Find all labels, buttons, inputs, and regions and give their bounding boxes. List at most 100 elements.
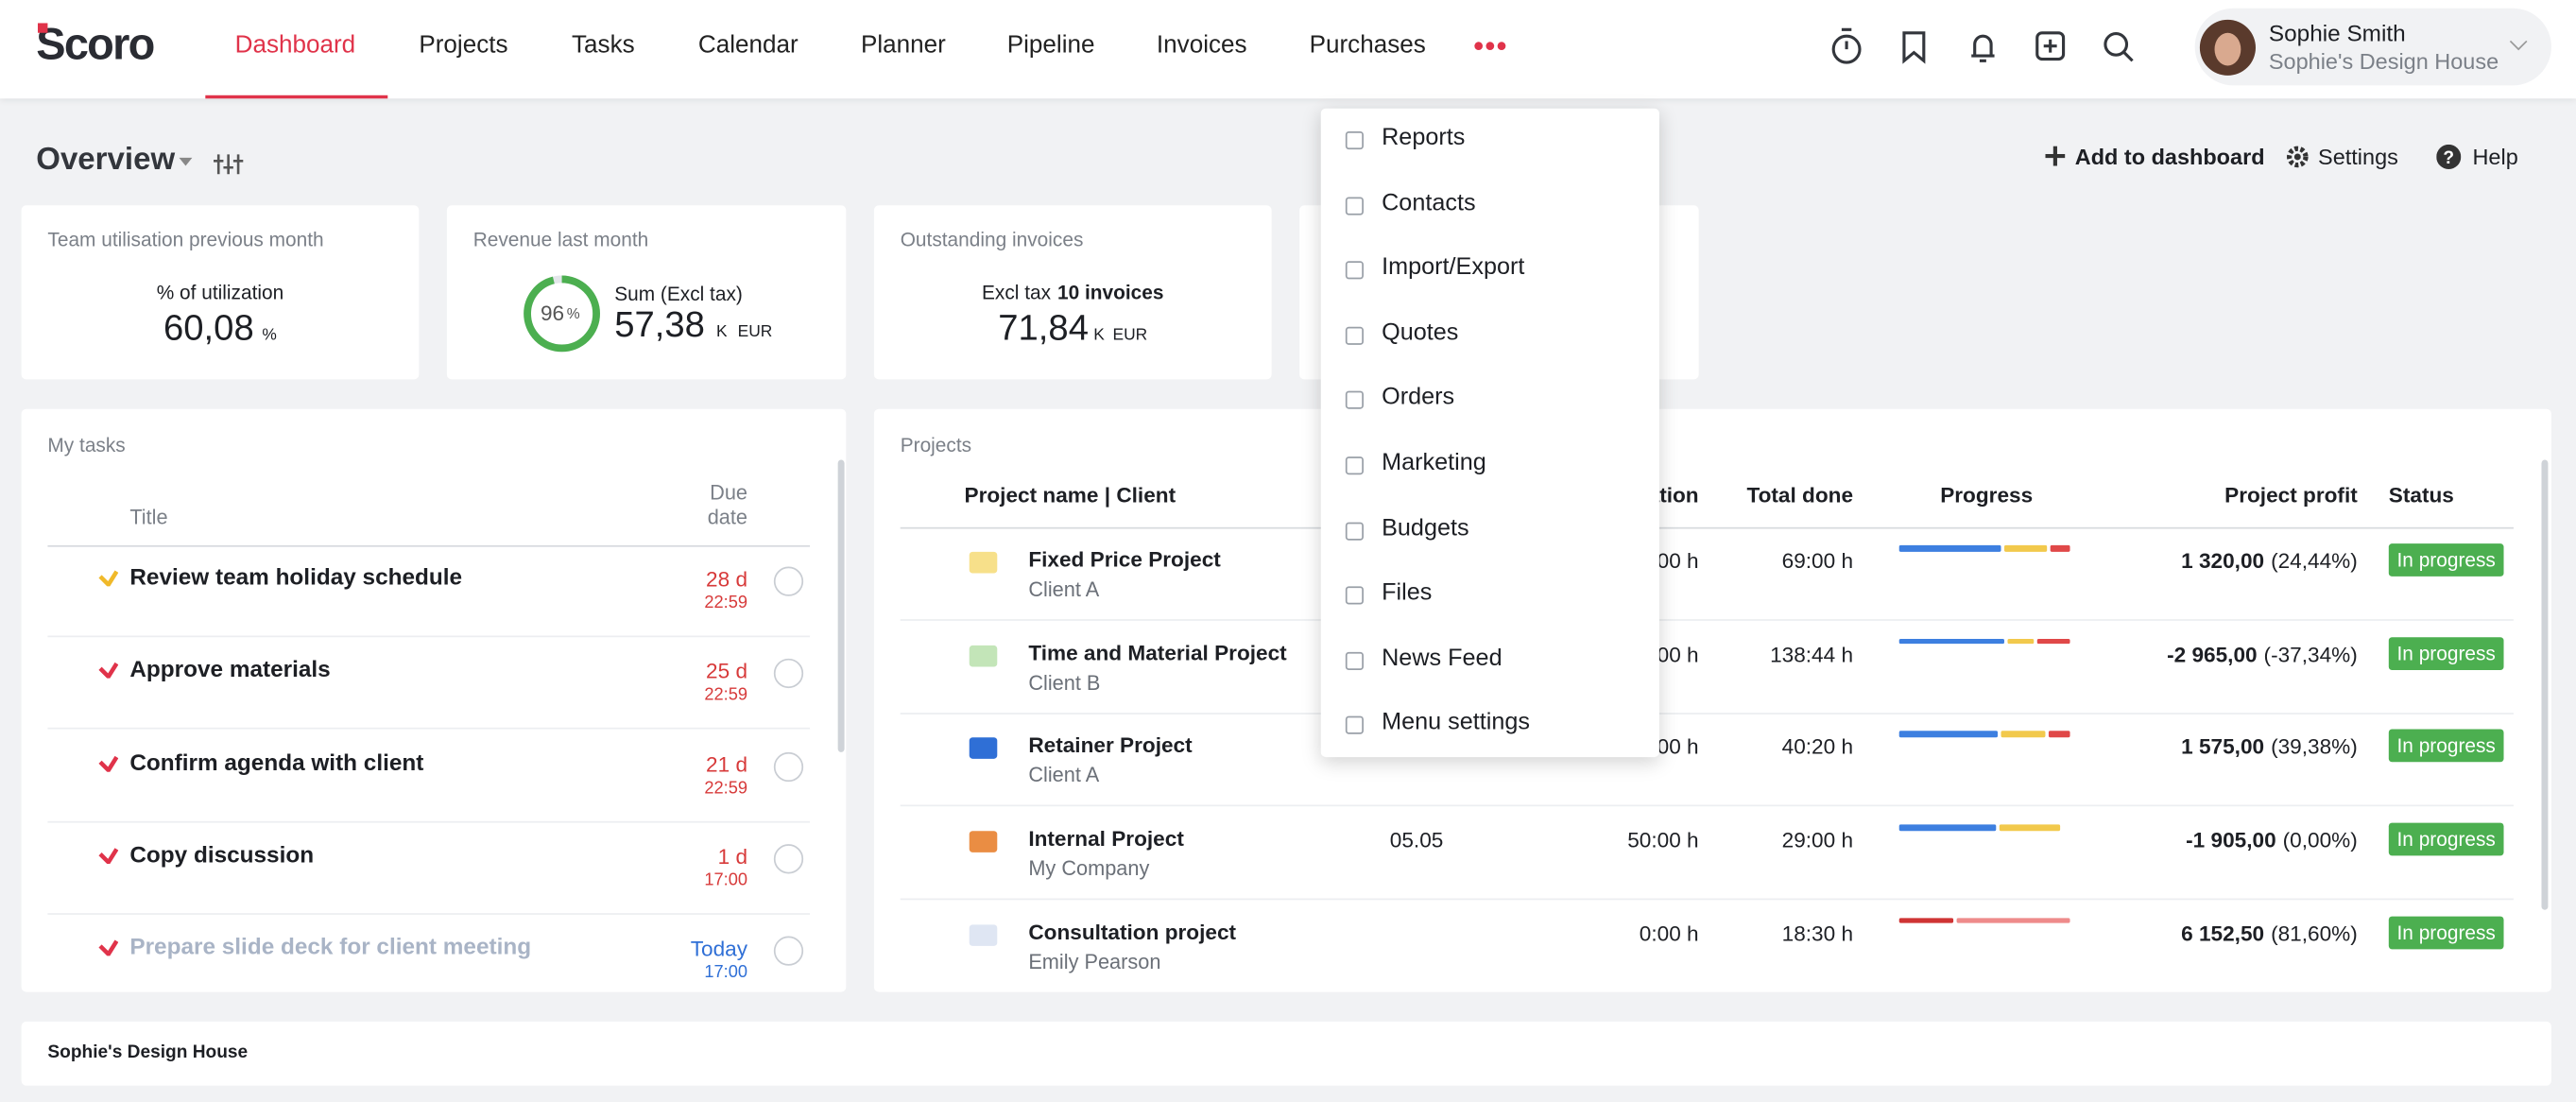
progress-segment bbox=[2036, 638, 2070, 645]
nav-item[interactable]: Projects bbox=[419, 31, 508, 60]
project-done: 18:30 h bbox=[1781, 921, 1854, 946]
nav-item[interactable]: Tasks bbox=[572, 31, 635, 60]
task-due: 21 d bbox=[706, 751, 748, 777]
menu-icon bbox=[1345, 261, 1364, 280]
status-badge[interactable]: In progress bbox=[2388, 916, 2504, 950]
toolbar-action[interactable]: Settings bbox=[2318, 144, 2398, 169]
menu-item[interactable]: Budgets bbox=[1382, 514, 1469, 542]
complete-button[interactable] bbox=[773, 936, 804, 967]
bell-icon[interactable] bbox=[1971, 34, 1995, 62]
progress-segment bbox=[1898, 731, 1999, 738]
widget-label: % of utilization bbox=[156, 281, 284, 304]
complete-button[interactable] bbox=[773, 751, 804, 782]
priority-mark bbox=[98, 939, 119, 956]
avatar[interactable] bbox=[2198, 18, 2258, 77]
menu-item[interactable]: Reports bbox=[1382, 125, 1466, 151]
widget: Outstanding invoices Excl tax 10 invoices 7… bbox=[873, 205, 1272, 380]
search-icon[interactable] bbox=[2104, 32, 2134, 62]
project-name[interactable]: Retainer Project bbox=[1028, 732, 1193, 758]
project-icon bbox=[969, 923, 998, 946]
project-client: Emily Pearson bbox=[1028, 950, 1161, 974]
divider bbox=[47, 544, 811, 547]
bookmark-icon[interactable] bbox=[1902, 31, 1926, 64]
user-company: Sophie's Design House bbox=[2268, 49, 2499, 75]
project-profit: -2 965,00 (-37,34%) bbox=[2167, 642, 2358, 666]
project-date: 05.05 bbox=[1389, 827, 1444, 853]
task-title[interactable]: Prepare slide deck for client meeting bbox=[129, 933, 532, 960]
nav-item[interactable]: Planner bbox=[860, 31, 946, 60]
column-header[interactable]: Status bbox=[2388, 482, 2454, 508]
task-title[interactable]: Copy discussion bbox=[129, 840, 315, 868]
menu-icon bbox=[1345, 586, 1364, 605]
task-title[interactable]: Approve materials bbox=[129, 655, 331, 682]
menu-item[interactable]: Import/Export bbox=[1382, 254, 1525, 282]
project-name[interactable]: Internal Project bbox=[1028, 826, 1184, 852]
tasks-panel: My tasks Title Due date Review team holiday… bbox=[21, 408, 847, 992]
menu-item[interactable]: Marketing bbox=[1382, 450, 1486, 476]
status-badge[interactable]: In progress bbox=[2388, 636, 2504, 670]
task-title[interactable]: Confirm agenda with client bbox=[129, 748, 424, 775]
project-client: Client B bbox=[1028, 671, 1101, 695]
status-badge[interactable]: In progress bbox=[2388, 730, 2504, 763]
complete-button[interactable] bbox=[773, 566, 804, 596]
project-icon bbox=[969, 737, 998, 760]
page-title[interactable]: Overview bbox=[36, 143, 176, 178]
divider bbox=[900, 619, 2514, 621]
complete-button[interactable] bbox=[773, 659, 804, 689]
menu-icon bbox=[1345, 716, 1364, 735]
project-name[interactable]: Time and Material Project bbox=[1028, 640, 1287, 665]
toolbar-action[interactable]: Help bbox=[2472, 144, 2518, 169]
task-time: 17:00 bbox=[704, 870, 748, 890]
toolbar-action[interactable]: Add to dashboard bbox=[2074, 144, 2265, 169]
widget-title: Revenue last month bbox=[472, 228, 649, 251]
complete-button[interactable] bbox=[773, 843, 804, 874]
status-badge[interactable]: In progress bbox=[2388, 822, 2504, 856]
menu-item[interactable]: Menu settings bbox=[1382, 710, 1531, 737]
project-client: My Company bbox=[1028, 857, 1150, 881]
priority-icon bbox=[98, 755, 119, 772]
widget-center: Excl tax 10 invoices bbox=[874, 278, 1272, 307]
priority-mark bbox=[98, 570, 119, 587]
menu-icon bbox=[1345, 131, 1364, 150]
nav-item[interactable]: Calendar bbox=[697, 31, 799, 60]
task-title[interactable]: Review team holiday schedule bbox=[129, 563, 463, 590]
widget-unit: EUR bbox=[1112, 326, 1148, 345]
project-name[interactable]: Consultation project bbox=[1028, 919, 1237, 944]
user-chevron[interactable] bbox=[2509, 40, 2529, 53]
progress-segment bbox=[2049, 731, 2070, 738]
menu-item[interactable]: Quotes bbox=[1382, 319, 1459, 347]
profit-amount: 1 575,00 bbox=[2181, 734, 2265, 760]
scrollbar bbox=[837, 459, 845, 752]
column-header[interactable]: Project name | Client bbox=[964, 482, 1176, 508]
progress-segment bbox=[2004, 544, 2048, 552]
menu-item[interactable]: News Feed bbox=[1382, 645, 1503, 672]
column-header[interactable]: Project profit bbox=[2224, 482, 2358, 508]
menu-item[interactable]: Files bbox=[1382, 579, 1433, 607]
nav-item[interactable]: Dashboard bbox=[234, 31, 356, 60]
menu-item[interactable]: Contacts bbox=[1382, 189, 1476, 216]
menu-item[interactable]: Orders bbox=[1382, 385, 1455, 412]
widget-center: % of utilization bbox=[22, 278, 420, 307]
column-header[interactable]: Progress bbox=[1940, 482, 2034, 508]
more-menu[interactable] bbox=[1472, 40, 1512, 53]
project-name[interactable]: Fixed Price Project bbox=[1028, 546, 1221, 572]
project-icon bbox=[969, 645, 998, 666]
nav-item[interactable]: Invoices bbox=[1156, 31, 1247, 60]
nav-item[interactable]: Pipeline bbox=[1006, 31, 1095, 60]
menu-icon bbox=[1345, 391, 1364, 410]
widget-value-row: 71,84 K EUR bbox=[874, 307, 1272, 350]
logo[interactable]: Scoro bbox=[36, 19, 155, 69]
nav-item[interactable]: Purchases bbox=[1309, 31, 1426, 60]
menu-icon bbox=[1345, 456, 1364, 475]
widget-title: Outstanding invoices bbox=[900, 228, 1084, 251]
progress-segment bbox=[1898, 544, 2002, 552]
progress-segment bbox=[2051, 544, 2070, 552]
timer-icon[interactable] bbox=[1831, 27, 1862, 64]
title-controls[interactable] bbox=[178, 153, 249, 176]
column-header[interactable]: Total done bbox=[1746, 482, 1854, 508]
scrollbar bbox=[2541, 459, 2549, 910]
status-badge[interactable]: In progress bbox=[2388, 543, 2504, 577]
progress-segment bbox=[2008, 638, 2035, 645]
add-icon[interactable] bbox=[2035, 31, 2066, 61]
widget-value-row: 60,08% bbox=[22, 307, 420, 350]
